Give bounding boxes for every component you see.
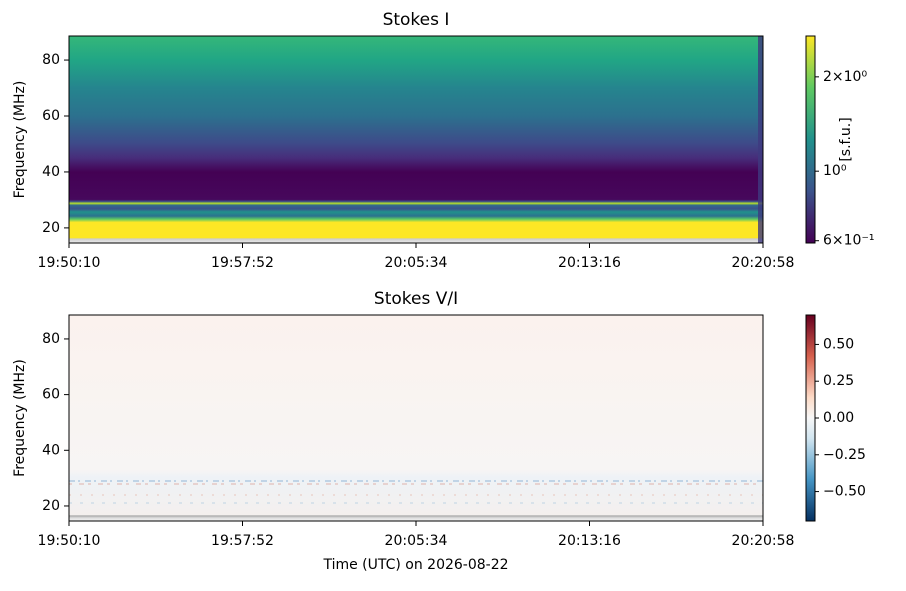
- x-tick-label: 19:50:10: [38, 255, 101, 271]
- panel-title: Stokes V/I: [374, 289, 458, 309]
- y-tick-label: 20: [42, 498, 60, 514]
- x-tick-label: 20:13:16: [558, 533, 621, 549]
- colorbar-tick-label: −0.50: [823, 484, 866, 500]
- x-tick-label: 19:50:10: [38, 533, 101, 549]
- colorbar-tick-label: 2×10⁰: [823, 69, 867, 85]
- colorbar-tick-label: 6×10⁻¹: [823, 233, 874, 249]
- panel-1-image: [69, 36, 763, 243]
- x-tick-label: 19:57:52: [211, 533, 274, 549]
- colorbar-tick-label: 0.00: [823, 410, 854, 426]
- colorbar-tick-label: 0.50: [823, 336, 854, 352]
- y-tick-label: 60: [42, 108, 60, 124]
- y-tick-label: 60: [42, 387, 60, 403]
- colorbar-label: [s.f.u.]: [838, 117, 854, 161]
- colorbar-tick-label: 0.25: [823, 373, 854, 389]
- y-tick-label: 40: [42, 164, 60, 180]
- x-tick-label: 20:05:34: [385, 255, 448, 271]
- panel-title: Stokes I: [383, 10, 450, 30]
- x-tick-label: 19:57:52: [211, 255, 274, 271]
- x-tick-label: 20:13:16: [558, 255, 621, 271]
- colorbar: [805, 35, 816, 244]
- x-tick-label: 20:20:58: [732, 533, 795, 549]
- colorbar: [805, 314, 816, 522]
- y-tick-label: 80: [42, 331, 60, 347]
- y-tick-label: 40: [42, 442, 60, 458]
- y-axis-label: Frequency (MHz): [12, 81, 28, 199]
- colorbar-tick-label: 10⁰: [823, 163, 847, 179]
- x-tick-label: 20:20:58: [732, 255, 795, 271]
- panel-2-image: [69, 315, 763, 521]
- x-axis-label: Time (UTC) on 2026-08-22: [322, 557, 508, 573]
- x-tick-label: 20:05:34: [385, 533, 448, 549]
- colorbar-tick-label: −0.25: [823, 447, 866, 463]
- y-axis-label: Frequency (MHz): [12, 359, 28, 477]
- y-tick-label: 80: [42, 52, 60, 68]
- y-tick-label: 20: [42, 220, 60, 236]
